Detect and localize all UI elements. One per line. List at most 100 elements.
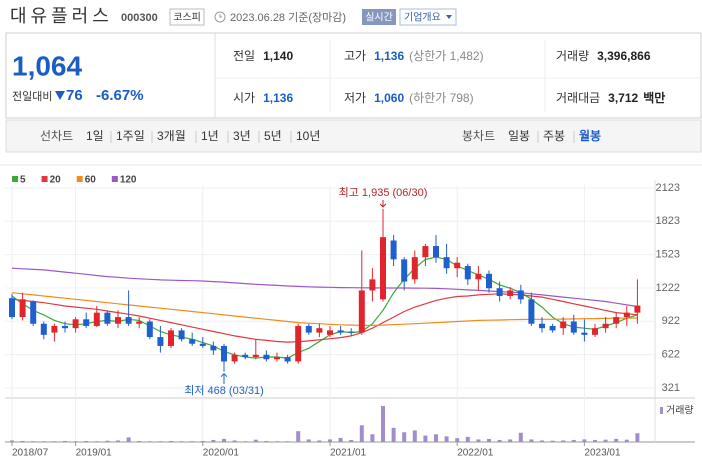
candle-body bbox=[581, 332, 588, 335]
quote-note: 백만 bbox=[643, 90, 665, 105]
volume-bar bbox=[84, 440, 89, 442]
clock-icon bbox=[214, 11, 226, 23]
market: 코스피 bbox=[173, 12, 201, 24]
company-info[interactable]: 기업개요 bbox=[404, 11, 441, 24]
x-tick-label: 2019/01 bbox=[76, 448, 113, 459]
candle-body bbox=[19, 299, 26, 318]
period-tab[interactable]: 1일 bbox=[86, 129, 104, 143]
quote-cell: 저가 1,060 (하한가 798) bbox=[344, 91, 474, 105]
x-tick-label: 2018/07 bbox=[12, 448, 49, 459]
moving-average bbox=[11, 293, 638, 343]
candle-body bbox=[390, 240, 397, 260]
candle-body bbox=[168, 330, 174, 346]
candle-tab[interactable]: 월봉 bbox=[579, 128, 601, 143]
volume-bar bbox=[211, 439, 216, 442]
moving-average bbox=[11, 256, 638, 359]
quote-label: 거래량 bbox=[556, 49, 589, 63]
candle-body bbox=[486, 273, 492, 289]
volume-bar bbox=[540, 440, 544, 442]
quote-label: 시가 bbox=[233, 91, 255, 105]
volume-bar bbox=[158, 441, 163, 442]
low-arrow bbox=[220, 372, 228, 384]
period-tab[interactable]: 3개월 bbox=[157, 129, 186, 143]
legend-label: 20 bbox=[50, 175, 62, 186]
candle-tab[interactable]: 일봉 bbox=[508, 129, 530, 143]
volume-bar bbox=[147, 441, 152, 442]
candle-body bbox=[274, 357, 280, 360]
candle-body bbox=[40, 323, 47, 335]
candle-body bbox=[263, 354, 270, 360]
quote-cell: 전일 1,140 bbox=[233, 49, 293, 63]
period-tab[interactable]: 3년 bbox=[233, 129, 251, 143]
candle-body bbox=[221, 345, 227, 362]
candle-body bbox=[337, 330, 344, 333]
company-info-button[interactable] bbox=[399, 8, 457, 26]
y-tick-label: 321 bbox=[662, 382, 680, 394]
volume-bar bbox=[434, 434, 438, 442]
volume-bar bbox=[52, 441, 57, 442]
change-rate: -6.67% bbox=[96, 87, 144, 104]
volume-bar bbox=[349, 439, 354, 442]
quote-label: 거래대금 bbox=[556, 91, 600, 105]
volume-bar bbox=[253, 439, 258, 442]
candle-body bbox=[369, 279, 376, 291]
candle-body bbox=[9, 298, 15, 318]
candle-body bbox=[570, 321, 577, 333]
quote-cell: 거래량 3,396,866 bbox=[556, 49, 651, 63]
candle-body bbox=[411, 257, 418, 280]
volume-bar bbox=[200, 440, 205, 442]
y-tick-label: 922 bbox=[662, 315, 680, 327]
volume-bar bbox=[94, 441, 99, 442]
candle-body bbox=[231, 354, 238, 362]
candle-body bbox=[93, 312, 100, 326]
volume-bar bbox=[391, 427, 396, 442]
period-tab[interactable]: 5년 bbox=[264, 129, 282, 143]
volume-bar bbox=[582, 439, 587, 442]
stock-code: 000300 bbox=[121, 12, 158, 24]
volume-bar bbox=[402, 432, 407, 442]
quote-box bbox=[5, 32, 702, 119]
candle-tab[interactable]: 주봉 bbox=[543, 129, 565, 143]
candle-body bbox=[454, 262, 461, 269]
realtime-badge[interactable] bbox=[362, 9, 396, 25]
legend-label: 5 bbox=[20, 175, 26, 186]
high-annotation: 최고 1,935 (06/30) bbox=[339, 186, 428, 199]
candle-body bbox=[125, 317, 132, 324]
volume-bar bbox=[381, 406, 385, 442]
volume-bar bbox=[624, 439, 629, 442]
quote-value: 3,712 bbox=[608, 91, 638, 105]
quote-value: 1,140 bbox=[263, 49, 293, 63]
candle-body bbox=[146, 321, 153, 338]
volume-bar bbox=[126, 437, 131, 442]
quote-cell: 고가 1,136 (상한가 1,482) bbox=[344, 49, 484, 63]
period-tab[interactable]: 1주일 bbox=[116, 129, 145, 143]
low-annotation: 최저 468 (03/31) bbox=[184, 384, 264, 397]
volume-bar bbox=[338, 437, 343, 442]
volume-bar bbox=[444, 436, 449, 442]
volume-bar bbox=[264, 440, 269, 442]
candle-body bbox=[316, 328, 323, 333]
volume-bar bbox=[603, 439, 608, 442]
price: 1,064 bbox=[12, 50, 82, 81]
legend-swatch bbox=[12, 176, 18, 182]
volume-bar bbox=[518, 432, 523, 442]
quote-label: 전일 bbox=[233, 49, 255, 63]
legend-swatch bbox=[660, 407, 663, 414]
candle-body bbox=[178, 330, 185, 340]
volume-bar bbox=[190, 441, 195, 442]
volume-bar bbox=[571, 439, 576, 442]
volume-bar bbox=[137, 440, 142, 442]
period-tab[interactable]: 10년 bbox=[296, 129, 320, 143]
volume-bar bbox=[614, 438, 619, 442]
y-tick-label: 1222 bbox=[656, 282, 680, 294]
x-tick-label: 2020/01 bbox=[203, 448, 240, 459]
realtime[interactable]: 실시간 bbox=[365, 12, 393, 24]
volume-bar bbox=[243, 441, 248, 442]
candle-body bbox=[528, 299, 535, 324]
candle-body bbox=[507, 290, 514, 296]
candle-body bbox=[157, 337, 164, 346]
candle-body bbox=[475, 273, 482, 280]
legend-label: 60 bbox=[85, 175, 97, 186]
period-tab[interactable]: 1년 bbox=[201, 129, 219, 143]
